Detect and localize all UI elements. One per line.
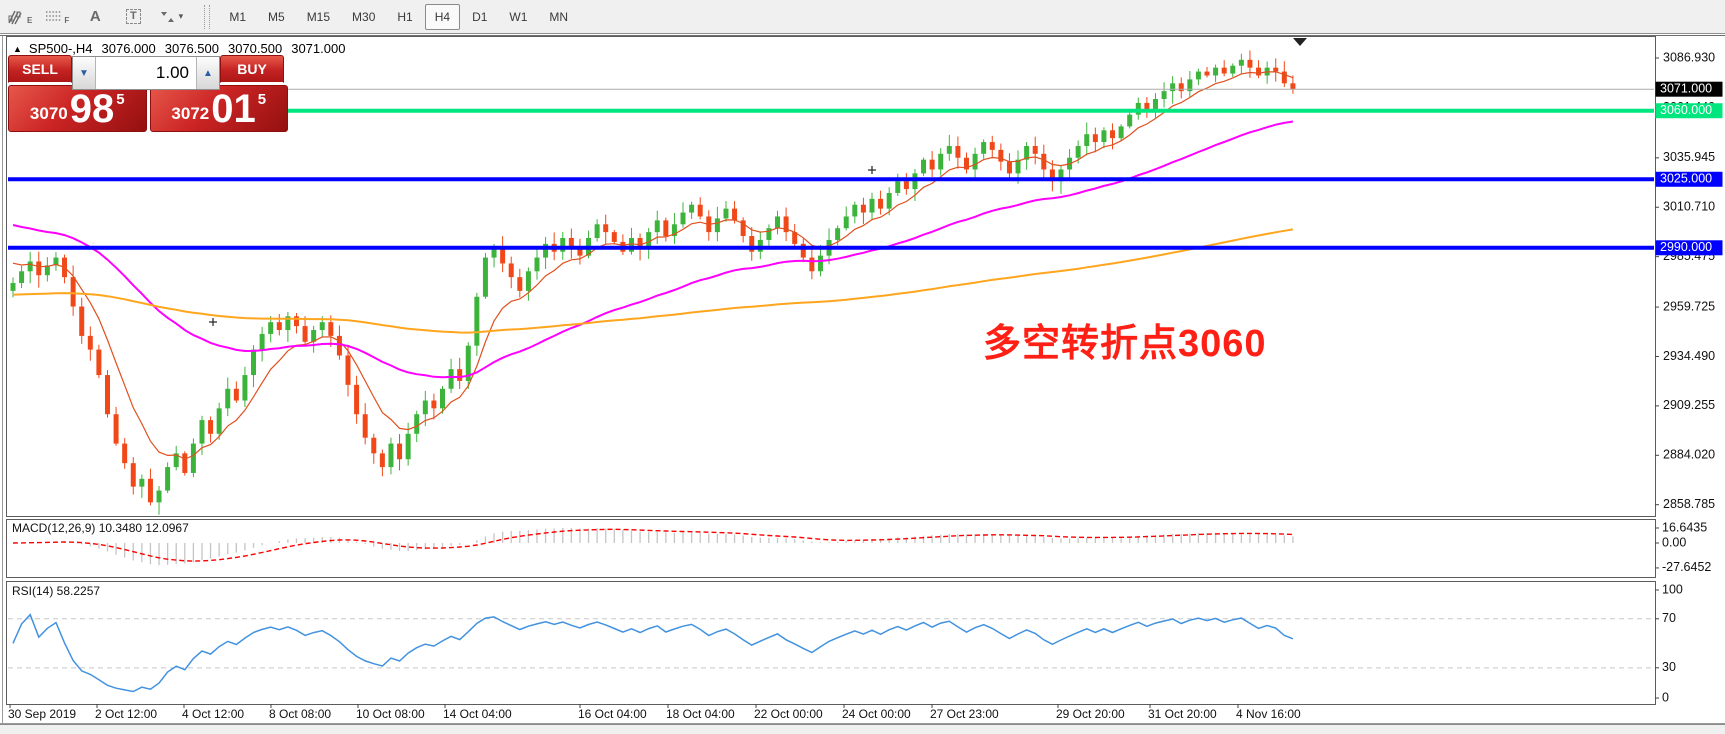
ohlc-high: 3076.500: [164, 41, 219, 56]
letter-a-glyph: A: [89, 8, 101, 25]
svg-text:24 Oct 00:00: 24 Oct 00:00: [842, 707, 911, 721]
expert-chart-icon[interactable]: E: [2, 4, 36, 30]
macd-histogram: [20, 527, 1294, 566]
object-sort-icon[interactable]: ▾: [154, 4, 188, 30]
sell-price-prefix: 3070: [29, 104, 68, 123]
svg-text:-27.6452: -27.6452: [1662, 560, 1711, 574]
svg-text:0: 0: [1662, 690, 1669, 704]
timeframe-w1-button[interactable]: W1: [499, 4, 537, 30]
rsi-line: [12, 613, 1294, 693]
svg-text:30: 30: [1662, 660, 1676, 674]
trade-panel-price-row: 3070 98 5 3072 01 5: [8, 83, 288, 132]
rsi-label: RSI(14) 58.2257: [12, 584, 100, 598]
text-box-icon[interactable]: T: [116, 4, 150, 30]
buy-price-big: 01: [211, 86, 256, 131]
collapse-panel-icon[interactable]: ▲: [13, 43, 22, 54]
macd-label: MACD(12,26,9) 10.3480 12.0967: [12, 521, 189, 535]
svg-text:3060.000: 3060.000: [1660, 103, 1712, 117]
svg-text:2884.020: 2884.020: [1663, 448, 1715, 462]
dotted-grid-glyph: [46, 10, 63, 21]
chart-header: ▲ SP500-,H4 3076.000 3076.500 3070.500 3…: [13, 41, 345, 56]
svg-text:18 Oct 04:00: 18 Oct 04:00: [666, 707, 735, 721]
volume-increase-button[interactable]: ▲: [196, 57, 219, 89]
timeframe-m1-button[interactable]: M1: [219, 4, 256, 30]
buy-price-box[interactable]: 3072 01 5: [149, 85, 288, 132]
buy-price-prefix: 3072: [171, 104, 210, 123]
buy-button[interactable]: BUY: [220, 55, 284, 83]
sell-button[interactable]: SELL: [8, 55, 72, 83]
sell-price-big: 98: [69, 86, 115, 131]
trade-panel-top-row: SELL ▼ ▲ BUY: [8, 55, 288, 90]
svg-text:2959.725: 2959.725: [1663, 299, 1715, 313]
svg-text:3010.710: 3010.710: [1663, 200, 1715, 214]
volume-decrease-button[interactable]: ▼: [73, 57, 96, 89]
timeframe-m30-button[interactable]: M30: [342, 4, 385, 30]
chart-shift-marker: [209, 38, 1307, 326]
hatched-candles-glyph: [8, 10, 22, 24]
timeframe-h4-button[interactable]: H4: [424, 3, 461, 30]
price-axis-ticks: 3086.930 3061.440 3035.945 3010.710 2985.475…: [1655, 50, 1715, 511]
svg-text:4 Nov 16:00: 4 Nov 16:00: [1236, 707, 1301, 721]
svg-text:RSI(14) 58.2257: RSI(14) 58.2257: [12, 584, 100, 598]
svg-text:31 Oct 20:00: 31 Oct 20:00: [1148, 707, 1217, 721]
svg-text:100: 100: [1662, 582, 1683, 596]
buy-price-sup: 5: [257, 91, 267, 108]
svg-text:16 Oct 04:00: 16 Oct 04:00: [578, 707, 647, 721]
svg-text:3025.000: 3025.000: [1660, 172, 1712, 186]
symbol-timeframe-label: SP500-,H4: [28, 41, 93, 56]
pane-borders: [0, 35, 1725, 724]
svg-text:8 Oct 08:00: 8 Oct 08:00: [269, 707, 331, 721]
timeframe-mn-button[interactable]: MN: [539, 4, 578, 30]
svg-text:29 Oct 20:00: 29 Oct 20:00: [1056, 707, 1125, 721]
timeframe-m15-button[interactable]: M15: [297, 4, 340, 30]
ohlc-open: 3076.000: [101, 41, 156, 56]
volume-input[interactable]: [96, 57, 196, 89]
svg-text:30 Sep 2019: 30 Sep 2019: [8, 707, 76, 721]
timeframe-m5-button[interactable]: M5: [258, 4, 295, 30]
svg-text:10 Oct 08:00: 10 Oct 08:00: [356, 707, 425, 721]
window-bottom-strip: [0, 724, 1725, 734]
svg-text:2 Oct 12:00: 2 Oct 12:00: [95, 707, 157, 721]
date-axis: 30 Sep 2019 2 Oct 12:00 4 Oct 12:00 8 Oct 0…: [8, 704, 1301, 721]
timeframe-d1-button[interactable]: D1: [462, 4, 497, 30]
icon-subscript: F: [64, 16, 70, 25]
forecast-grid-icon[interactable]: F: [40, 4, 74, 30]
ohlc-close: 3071.000: [291, 41, 346, 56]
toolbar: E F A T ▾ M1 M5 M15 M30 H1 H4 D1 W1 MN: [0, 0, 1725, 34]
svg-text:16.6435: 16.6435: [1662, 520, 1707, 534]
svg-text:2909.255: 2909.255: [1663, 398, 1715, 412]
svg-text:3071.000: 3071.000: [1660, 81, 1712, 95]
svg-text:27 Oct 23:00: 27 Oct 23:00: [930, 707, 999, 721]
svg-text:3035.945: 3035.945: [1663, 150, 1715, 164]
svg-text:3061.440: 3061.440: [1663, 100, 1715, 114]
svg-text:2934.490: 2934.490: [1663, 349, 1715, 363]
svg-text:2990.000: 2990.000: [1660, 240, 1712, 254]
chart-annotation-text: 多空转折点3060: [983, 323, 1267, 365]
svg-text:4 Oct 12:00: 4 Oct 12:00: [182, 707, 244, 721]
text-annotation-icon[interactable]: A: [78, 4, 112, 30]
svg-text:2858.785: 2858.785: [1663, 497, 1715, 511]
icon-subscript: E: [27, 16, 33, 25]
svg-text:14 Oct 04:00: 14 Oct 04:00: [443, 707, 512, 721]
timeframe-h1-button[interactable]: H1: [387, 4, 422, 30]
svg-text:22 Oct 00:00: 22 Oct 00:00: [754, 707, 823, 721]
sell-price-sup: 5: [116, 91, 125, 108]
volume-box: ▼ ▲: [72, 56, 220, 90]
svg-text:MACD(12,26,9) 10.3480 12.0967: MACD(12,26,9) 10.3480 12.0967: [12, 521, 189, 535]
cycle-arrows-glyph: [160, 11, 174, 22]
svg-text:2985.475: 2985.475: [1663, 249, 1715, 263]
dropdown-caret-icon: ▾: [178, 11, 184, 21]
one-click-trading-panel: SELL ▼ ▲ BUY 3070 98 5 3072 01 5: [8, 55, 288, 132]
boxed-t-glyph: T: [125, 9, 141, 24]
svg-text:0.00: 0.00: [1662, 535, 1686, 549]
macd-signal-line: [12, 528, 1293, 562]
svg-text:3086.930: 3086.930: [1663, 50, 1715, 64]
toolbar-separator: [204, 4, 211, 29]
ohlc-low: 3070.500: [227, 41, 283, 56]
sell-price-box[interactable]: 3070 98 5: [8, 85, 147, 132]
svg-text:70: 70: [1662, 611, 1676, 625]
